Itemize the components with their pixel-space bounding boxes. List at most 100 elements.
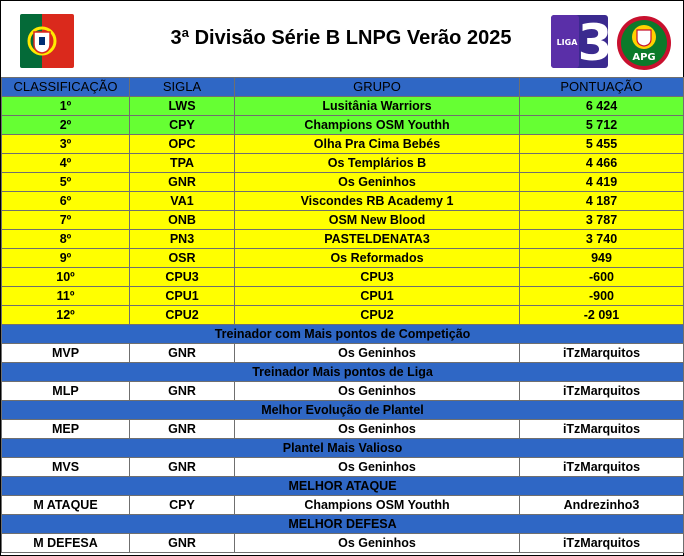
position-cell: 1º [1,96,130,116]
standings-body: 1º LWS Lusitânia Warriors 6 424 2º CPY Champio… [1,96,684,325]
award-row: MLP GNR Os Geninhos iTzMarquitos [1,381,684,401]
award-player-cell: iTzMarquitos [519,343,684,363]
award-player-cell: iTzMarquitos [519,419,684,439]
position-cell: 8º [1,229,130,249]
award-code-cell: MLP [1,381,130,401]
grupo-cell: CPU2 [234,305,520,325]
table-row: 10º CPU3 CPU3 -600 [1,267,684,287]
grupo-cell: Os Geninhos [234,172,520,192]
position-cell: 10º [1,267,130,287]
table-row: 3º OPC Olha Pra Cima Bebés 5 455 [1,134,684,154]
liga-label: LIGA [557,38,579,47]
table-header-row: CLASSIFICAÇÃO SIGLA GRUPO PONTUAÇÃO [1,77,684,97]
points-cell: -2 091 [519,305,684,325]
table-row: 1º LWS Lusitânia Warriors 6 424 [1,96,684,116]
table-row: 5º GNR Os Geninhos 4 419 [1,172,684,192]
position-cell: 3º [1,134,130,154]
position-cell: 5º [1,172,130,192]
award-code-cell: M ATAQUE [1,495,130,515]
table-row: 12º CPU2 CPU2 -2 091 [1,305,684,325]
award-code-cell: MEP [1,419,130,439]
sigla-cell: PN3 [129,229,235,249]
award-section-title: MELHOR DEFESA [1,514,684,534]
sigla-cell: CPU3 [129,267,235,287]
award-grupo-cell: Os Geninhos [234,381,520,401]
sigla-cell: VA1 [129,191,235,211]
apg-logo: APG [616,15,672,71]
sheet-header: 3ª Divisão Série B LNPG Verão 2025 3 LIG… [1,1,683,77]
portugal-flag-icon [20,14,74,68]
award-section-title: MELHOR ATAQUE [1,476,684,496]
award-code-cell: MVP [1,343,130,363]
grupo-cell: Os Reformados [234,248,520,268]
column-header-grupo: GRUPO [234,77,520,97]
page-title: 3ª Divisão Série B LNPG Verão 2025 [170,27,512,49]
award-row: M DEFESA GNR Os Geninhos iTzMarquitos [1,533,684,553]
award-section-title: Melhor Evolução de Plantel [1,400,684,420]
award-grupo-cell: Os Geninhos [234,419,520,439]
award-row: MVS GNR Os Geninhos iTzMarquitos [1,457,684,477]
sigla-cell: OSR [129,248,235,268]
points-cell: 3 787 [519,210,684,230]
award-grupo-cell: Os Geninhos [234,457,520,477]
position-cell: 7º [1,210,130,230]
sigla-cell: CPY [129,115,235,135]
award-player-cell: iTzMarquitos [519,457,684,477]
award-sigla-cell: GNR [129,343,235,363]
award-player-cell: iTzMarquitos [519,533,684,553]
grupo-cell: Viscondes RB Academy 1 [234,191,520,211]
award-section-row: Treinador Mais pontos de Liga [1,362,684,382]
awards-body: Treinador com Mais pontos de Competição M… [1,324,684,553]
award-section-row: Melhor Evolução de Plantel [1,400,684,420]
award-grupo-cell: Os Geninhos [234,533,520,553]
grupo-cell: CPU3 [234,267,520,287]
apg-label: APG [632,52,655,63]
sigla-cell: TPA [129,153,235,173]
award-player-cell: iTzMarquitos [519,381,684,401]
award-sigla-cell: GNR [129,533,235,553]
award-row: MEP GNR Os Geninhos iTzMarquitos [1,419,684,439]
award-sigla-cell: GNR [129,419,235,439]
table-row: 11º CPU1 CPU1 -900 [1,286,684,306]
sigla-cell: CPU1 [129,286,235,306]
table-row: 9º OSR Os Reformados 949 [1,248,684,268]
points-cell: 4 466 [519,153,684,173]
grupo-cell: PASTELDENATA3 [234,229,520,249]
award-row: M ATAQUE CPY Champions OSM Youthh Andrezinh… [1,495,684,515]
grupo-cell: Olha Pra Cima Bebés [234,134,520,154]
grupo-cell: OSM New Blood [234,210,520,230]
points-cell: -600 [519,267,684,287]
award-section-row: Treinador com Mais pontos de Competição [1,324,684,344]
grupo-cell: Champions OSM Youthh [234,115,520,135]
liga-3-logo: 3 LIGA [551,14,612,72]
grupo-cell: Os Templários B [234,153,520,173]
table-row: 2º CPY Champions OSM Youthh 5 712 [1,115,684,135]
position-cell: 6º [1,191,130,211]
points-cell: 4 187 [519,191,684,211]
award-section-title: Treinador com Mais pontos de Competição [1,324,684,344]
grupo-cell: Lusitânia Warriors [234,96,520,116]
position-cell: 9º [1,248,130,268]
award-sigla-cell: CPY [129,495,235,515]
award-section-title: Plantel Mais Valioso [1,438,684,458]
award-sigla-cell: GNR [129,381,235,401]
award-code-cell: MVS [1,457,130,477]
grupo-cell: CPU1 [234,286,520,306]
award-sigla-cell: GNR [129,457,235,477]
points-cell: 6 424 [519,96,684,116]
award-player-cell: Andrezinho3 [519,495,684,515]
award-grupo-cell: Os Geninhos [234,343,520,363]
position-cell: 4º [1,153,130,173]
sigla-cell: CPU2 [129,305,235,325]
table-row: 8º PN3 PASTELDENATA3 3 740 [1,229,684,249]
standings-table: CLASSIFICAÇÃO SIGLA GRUPO PONTUAÇÃO 1º LW… [1,77,684,553]
column-header-classificacao: CLASSIFICAÇÃO [1,77,130,97]
sigla-cell: OPC [129,134,235,154]
points-cell: 949 [519,248,684,268]
points-cell: -900 [519,286,684,306]
award-grupo-cell: Champions OSM Youthh [234,495,520,515]
points-cell: 4 419 [519,172,684,192]
